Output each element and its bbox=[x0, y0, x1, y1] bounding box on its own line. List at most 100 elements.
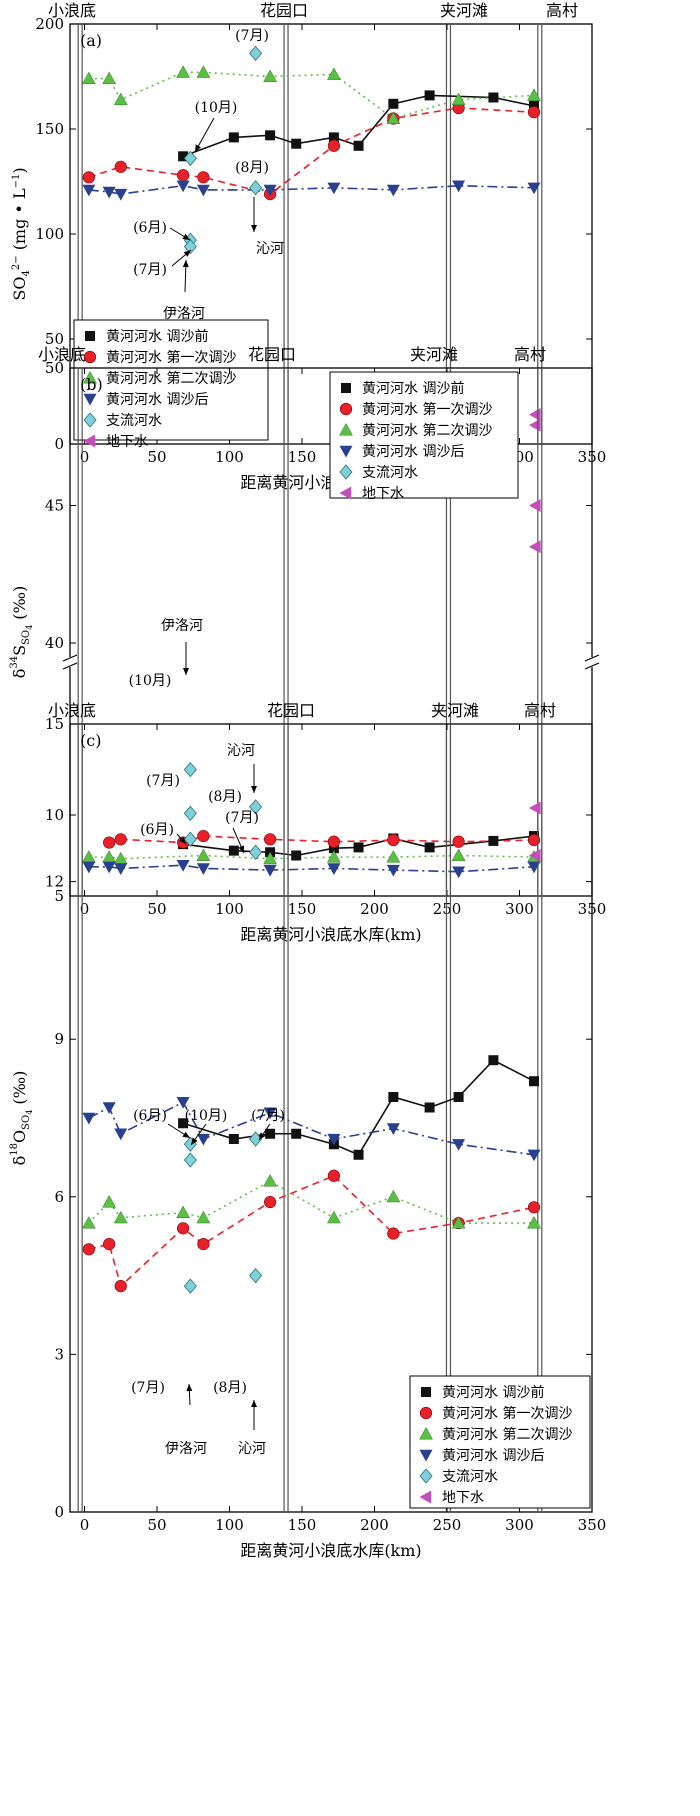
x-tick-label: 300 bbox=[505, 900, 534, 918]
legend-marker-first bbox=[83, 350, 97, 364]
y-axis-title-part: ) bbox=[10, 167, 29, 173]
data-point-after bbox=[102, 1102, 116, 1114]
data-point-after bbox=[82, 1112, 96, 1125]
x-tick-label: 100 bbox=[215, 1516, 244, 1534]
station-label: 夹河滩 bbox=[410, 345, 458, 364]
annotation-arrow-head bbox=[251, 225, 257, 232]
data-point-first bbox=[103, 1237, 116, 1251]
data-point-first bbox=[103, 836, 116, 849]
legend-label: 支流河水 bbox=[442, 1469, 498, 1485]
y-axis-title-part: δ bbox=[10, 1156, 29, 1166]
data-point-before bbox=[328, 843, 339, 854]
data-point-first bbox=[527, 1201, 541, 1214]
legend-label: 黄河河水 第二次调沙 bbox=[362, 422, 492, 439]
legend-label: 黄河河水 调沙后 bbox=[362, 443, 464, 460]
data-point-after bbox=[263, 1107, 277, 1120]
data-point-before bbox=[228, 845, 239, 856]
data-point-second bbox=[102, 71, 117, 85]
data-point-before bbox=[424, 1102, 435, 1113]
y-tick-label: 0 bbox=[54, 435, 64, 453]
x-tick-label: 100 bbox=[215, 448, 244, 466]
data-point-first bbox=[264, 1195, 277, 1209]
data-point-before bbox=[291, 138, 302, 149]
data-point-first bbox=[387, 1227, 400, 1240]
panel-label: (a) bbox=[80, 31, 102, 50]
data-point-first bbox=[327, 1169, 341, 1182]
x-tick-label: 200 bbox=[360, 1516, 389, 1534]
x-axis-title: 距离黄河小浪底水库(km) bbox=[240, 1541, 421, 1560]
series-line-before bbox=[182, 94, 535, 158]
y-axis-title-part: δ bbox=[10, 669, 29, 679]
annotation-arrow-head bbox=[183, 250, 191, 257]
data-point-first bbox=[177, 169, 190, 182]
annotation-arrow-head bbox=[183, 668, 189, 675]
data-point-second bbox=[176, 65, 191, 78]
data-point-before bbox=[424, 842, 435, 853]
annotation-label: 沁河 bbox=[227, 743, 255, 759]
legend-label: 支流河水 bbox=[106, 413, 162, 429]
y-axis-title-part: SO bbox=[21, 630, 32, 645]
data-point-second bbox=[451, 1216, 466, 1229]
data-point-first bbox=[527, 106, 541, 119]
data-point-second bbox=[527, 88, 541, 101]
data-point-groundwater bbox=[528, 848, 541, 862]
annotation-label: 沁河 bbox=[256, 241, 284, 257]
data-point-after bbox=[327, 863, 341, 875]
y-tick-label: 150 bbox=[35, 120, 64, 138]
y-axis-title-part: SO bbox=[21, 1115, 32, 1130]
data-point-first bbox=[527, 834, 541, 847]
annotation-arrow-head bbox=[186, 1384, 193, 1392]
legend-box bbox=[329, 371, 519, 499]
data-point-second bbox=[527, 1216, 541, 1229]
data-point-after bbox=[176, 180, 190, 193]
panel-b: 小浪底花园口夹河滩高村05010015020025030035051040455… bbox=[9, 345, 606, 944]
station-label: 高村 bbox=[546, 1, 578, 20]
station-label: 花园口 bbox=[267, 701, 315, 720]
annotation-label: (10月) bbox=[195, 100, 238, 116]
annotation-label: (7月) bbox=[146, 773, 180, 789]
data-point-before bbox=[353, 1149, 364, 1160]
data-point-before bbox=[353, 842, 364, 853]
data-point-before bbox=[291, 850, 302, 861]
y-axis-title-part: S bbox=[10, 645, 29, 656]
data-point-before bbox=[228, 1134, 239, 1145]
plot-frame bbox=[69, 723, 593, 1513]
x-tick-label: 100 bbox=[215, 900, 244, 918]
data-point-tributary bbox=[249, 1131, 263, 1147]
y-tick-label: 5 bbox=[54, 887, 64, 905]
station-label: 高村 bbox=[524, 701, 556, 720]
y-axis-title: δ18OSO4 (‰) bbox=[9, 1071, 34, 1166]
y-axis-title-part: 34 bbox=[9, 656, 20, 669]
axis-break-mark bbox=[62, 654, 78, 662]
annotation-arrow-head bbox=[182, 260, 189, 268]
legend-marker-before bbox=[341, 383, 351, 393]
data-point-after bbox=[327, 182, 341, 195]
annotation-label: (7月) bbox=[133, 262, 167, 278]
data-point-after bbox=[82, 861, 96, 874]
series-line-second bbox=[88, 71, 535, 120]
y-axis-title-part: 4 bbox=[25, 1110, 34, 1115]
legend-label: 黄河河水 第二次调沙 bbox=[442, 1426, 572, 1443]
data-point-after bbox=[386, 864, 400, 877]
legend-marker-second bbox=[83, 370, 97, 384]
data-point-first bbox=[114, 1280, 127, 1293]
panel-label: (b) bbox=[80, 375, 103, 394]
data-point-tributary bbox=[183, 1152, 197, 1168]
legend-label: 黄河河水 调沙后 bbox=[442, 1447, 544, 1464]
data-point-after bbox=[114, 863, 128, 875]
legend-marker-first bbox=[339, 402, 353, 416]
data-point-after bbox=[386, 184, 400, 197]
x-axis-title: 距离黄河小浪底水库(km) bbox=[240, 925, 421, 944]
data-point-tributary bbox=[249, 45, 263, 62]
annotation-label: (7月) bbox=[225, 810, 259, 826]
data-point-before bbox=[178, 151, 189, 162]
y-axis-title-part: 18 bbox=[9, 1143, 20, 1156]
legend-label: 黄河河水 第一次调沙 bbox=[362, 401, 492, 418]
data-point-first bbox=[82, 1243, 95, 1256]
legend-marker-tributary bbox=[83, 412, 97, 428]
data-point-after bbox=[452, 1139, 466, 1151]
y-tick-label: 10 bbox=[45, 806, 64, 824]
axis-break-mark bbox=[584, 662, 600, 670]
data-point-first bbox=[327, 835, 341, 848]
y-tick-label: 50 bbox=[45, 359, 64, 377]
